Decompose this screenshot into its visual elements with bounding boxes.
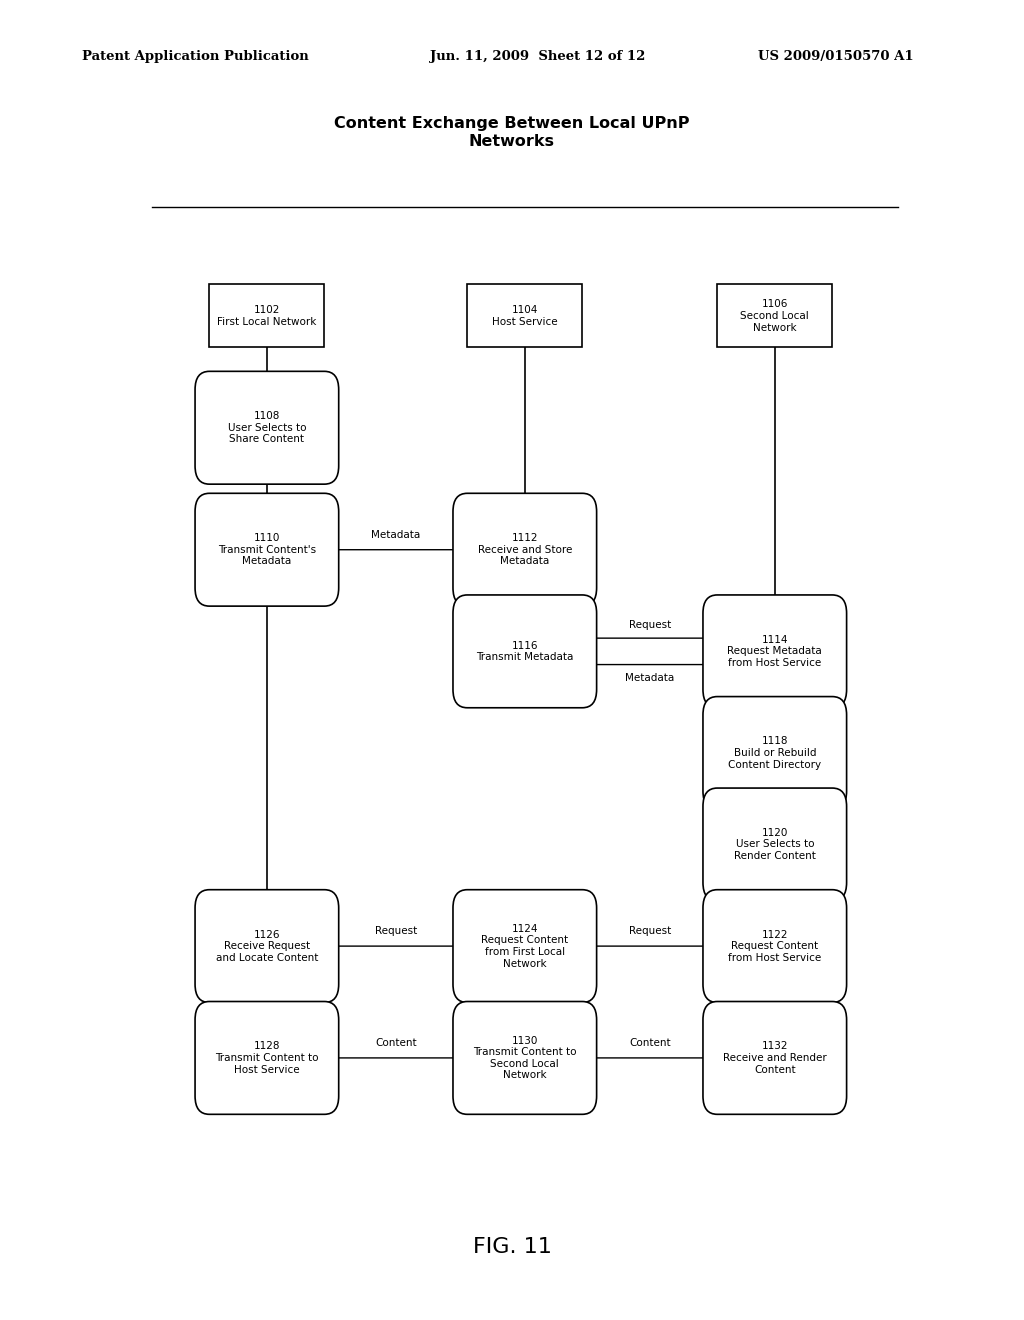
Text: 1128
Transmit Content to
Host Service: 1128 Transmit Content to Host Service bbox=[215, 1041, 318, 1074]
Text: Patent Application Publication: Patent Application Publication bbox=[82, 50, 308, 63]
Text: 1130
Transmit Content to
Second Local
Network: 1130 Transmit Content to Second Local Ne… bbox=[473, 1035, 577, 1080]
Text: Content: Content bbox=[375, 1038, 417, 1048]
Text: 1122
Request Content
from Host Service: 1122 Request Content from Host Service bbox=[728, 929, 821, 962]
FancyBboxPatch shape bbox=[195, 1002, 339, 1114]
FancyBboxPatch shape bbox=[453, 494, 597, 606]
Text: 1114
Request Metadata
from Host Service: 1114 Request Metadata from Host Service bbox=[727, 635, 822, 668]
FancyBboxPatch shape bbox=[702, 788, 847, 900]
Text: Content Exchange Between Local UPnP
Networks: Content Exchange Between Local UPnP Netw… bbox=[334, 116, 690, 149]
FancyBboxPatch shape bbox=[195, 494, 339, 606]
FancyBboxPatch shape bbox=[453, 595, 597, 708]
Text: 1116
Transmit Metadata: 1116 Transmit Metadata bbox=[476, 640, 573, 663]
Text: Metadata: Metadata bbox=[626, 673, 675, 682]
FancyBboxPatch shape bbox=[467, 284, 583, 347]
Text: 1102
First Local Network: 1102 First Local Network bbox=[217, 305, 316, 327]
Text: 1120
User Selects to
Render Content: 1120 User Selects to Render Content bbox=[734, 828, 816, 861]
Text: Content: Content bbox=[629, 1038, 671, 1048]
Text: 1124
Request Content
from First Local
Network: 1124 Request Content from First Local Ne… bbox=[481, 924, 568, 969]
FancyBboxPatch shape bbox=[717, 284, 833, 347]
Text: 1112
Receive and Store
Metadata: 1112 Receive and Store Metadata bbox=[477, 533, 572, 566]
Text: 1126
Receive Request
and Locate Content: 1126 Receive Request and Locate Content bbox=[216, 929, 318, 962]
FancyBboxPatch shape bbox=[209, 284, 325, 347]
Text: Metadata: Metadata bbox=[372, 529, 421, 540]
Text: Request: Request bbox=[629, 620, 671, 630]
FancyBboxPatch shape bbox=[702, 1002, 847, 1114]
Text: Jun. 11, 2009  Sheet 12 of 12: Jun. 11, 2009 Sheet 12 of 12 bbox=[430, 50, 645, 63]
Text: 1104
Host Service: 1104 Host Service bbox=[492, 305, 558, 327]
FancyBboxPatch shape bbox=[195, 371, 339, 484]
FancyBboxPatch shape bbox=[195, 890, 339, 1002]
Text: FIG. 11: FIG. 11 bbox=[472, 1237, 552, 1257]
Text: US 2009/0150570 A1: US 2009/0150570 A1 bbox=[758, 50, 913, 63]
Text: 1110
Transmit Content's
Metadata: 1110 Transmit Content's Metadata bbox=[218, 533, 316, 566]
Text: Request: Request bbox=[375, 925, 417, 936]
Text: 1132
Receive and Render
Content: 1132 Receive and Render Content bbox=[723, 1041, 826, 1074]
Text: 1106
Second Local
Network: 1106 Second Local Network bbox=[740, 300, 809, 333]
FancyBboxPatch shape bbox=[453, 890, 597, 1002]
FancyBboxPatch shape bbox=[702, 890, 847, 1002]
FancyBboxPatch shape bbox=[453, 1002, 597, 1114]
Text: 1118
Build or Rebuild
Content Directory: 1118 Build or Rebuild Content Directory bbox=[728, 737, 821, 770]
FancyBboxPatch shape bbox=[702, 697, 847, 809]
Text: 1108
User Selects to
Share Content: 1108 User Selects to Share Content bbox=[227, 411, 306, 445]
Text: Request: Request bbox=[629, 925, 671, 936]
FancyBboxPatch shape bbox=[702, 595, 847, 708]
